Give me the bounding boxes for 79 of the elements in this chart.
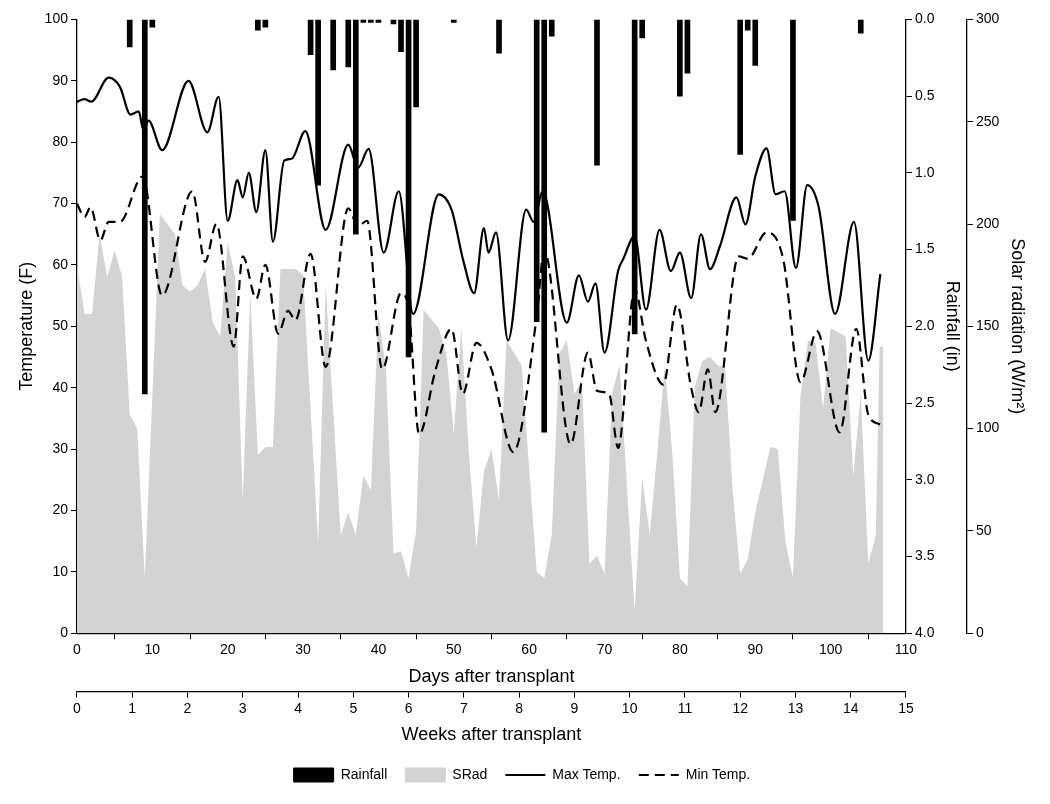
- y3-tick-label: 50: [976, 521, 992, 538]
- bar: [330, 19, 337, 71]
- x-tick-label: 90: [747, 641, 764, 658]
- x-tick-label: 60: [521, 641, 538, 658]
- x2-tick-label: 4: [294, 699, 303, 716]
- y3-tick-label: 100: [976, 419, 1000, 436]
- y2-tick-label: 1.0: [914, 163, 935, 180]
- y-tick-label: 90: [52, 71, 69, 88]
- y2-tick-label: 2.5: [914, 393, 935, 410]
- y-axis-title: Temperature (F): [15, 261, 36, 391]
- y2-tick-label: 0.5: [914, 86, 935, 103]
- bar: [737, 19, 744, 155]
- y3-tick-label: 250: [976, 112, 1000, 129]
- y3-tick-label: 300: [976, 10, 1000, 27]
- x2-tick-label: 6: [404, 699, 413, 716]
- x2-tick-label: 5: [349, 699, 358, 716]
- y2-tick-label: 0.0: [914, 10, 935, 27]
- bar: [255, 19, 261, 31]
- legend-label: Rainfall: [340, 765, 388, 782]
- y-tick-label: 40: [52, 378, 69, 395]
- x2-tick-label: 8: [515, 699, 524, 716]
- y-tick-label: 0: [60, 624, 69, 641]
- x-tick-label: 10: [144, 641, 161, 658]
- bar: [496, 19, 502, 54]
- x2-tick-label: 11: [677, 699, 693, 716]
- y3-axis-title: Solar radiation (W/m²): [1008, 238, 1029, 415]
- x-axis-title: Days after transplant: [408, 665, 575, 686]
- bar: [857, 19, 864, 34]
- x2-tick-label: 13: [787, 699, 804, 716]
- x2-tick-label: 1: [128, 699, 137, 716]
- legend-label: SRad: [452, 765, 488, 782]
- x-tick-label: 30: [295, 641, 312, 658]
- x2-tick-label: 14: [842, 699, 859, 716]
- y2-axis-title: Rainfall (in): [943, 280, 964, 372]
- y-tick-label: 100: [44, 10, 69, 27]
- x-tick-label: 0: [73, 641, 82, 658]
- y2-tick-label: 3.0: [914, 470, 935, 487]
- bar: [677, 19, 683, 97]
- y-tick-label: 50: [52, 317, 69, 334]
- y3-tick-label: 0: [976, 624, 985, 641]
- x-tick-label: 70: [596, 641, 613, 658]
- x2-axis-title: Weeks after transplant: [401, 724, 582, 745]
- x2-tick-label: 0: [73, 699, 82, 716]
- bar: [368, 19, 374, 23]
- y2-tick-label: 4.0: [914, 624, 935, 641]
- y3-tick-label: 150: [976, 317, 1000, 334]
- bar: [413, 19, 419, 108]
- x-tick-label: 100: [818, 641, 843, 658]
- legend-label: Max Temp.: [552, 765, 621, 782]
- x-tick-label: 40: [370, 641, 387, 658]
- y2-tick-label: 2.0: [914, 317, 935, 334]
- x2-tick-label: 9: [570, 699, 579, 716]
- x-tick-label: 110: [894, 641, 918, 658]
- bar: [345, 19, 352, 68]
- y-tick-label: 80: [52, 133, 69, 150]
- y-tick-label: 20: [52, 501, 69, 518]
- bar: [594, 19, 600, 166]
- x-tick-label: 50: [446, 641, 462, 658]
- bar: [450, 19, 457, 23]
- x2-tick-label: 2: [183, 699, 192, 716]
- bar: [126, 19, 133, 48]
- bar: [398, 19, 404, 52]
- legend-label: Min Temp.: [685, 765, 751, 782]
- y2-tick-label: 3.5: [914, 547, 935, 564]
- x2-tick-label: 7: [459, 699, 468, 716]
- y-tick-label: 60: [52, 255, 69, 272]
- x2-tick-label: 10: [621, 699, 638, 716]
- x2-tick-label: 3: [238, 699, 247, 716]
- y-tick-label: 10: [52, 562, 69, 579]
- bar: [639, 19, 646, 39]
- bar: [548, 19, 555, 37]
- x2-tick-label: 12: [732, 699, 749, 716]
- x2-tick-label: 15: [898, 699, 914, 716]
- y3-tick-label: 200: [976, 214, 1000, 231]
- x-tick-label: 20: [219, 641, 236, 658]
- x-tick-label: 80: [672, 641, 688, 658]
- y2-tick-label: 1.5: [914, 240, 935, 257]
- y-tick-label: 70: [52, 194, 69, 211]
- y-tick-label: 30: [52, 439, 69, 456]
